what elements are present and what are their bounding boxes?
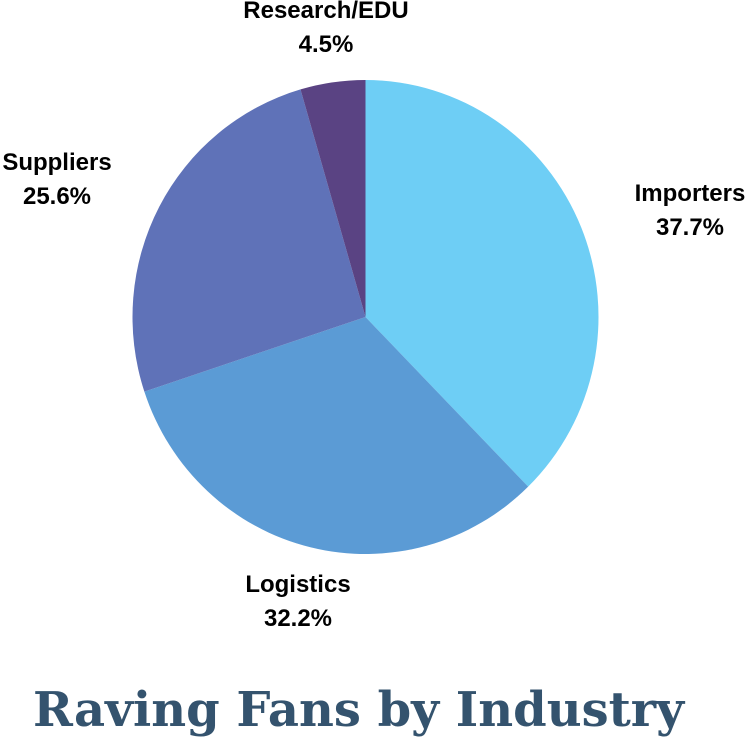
slice-label-importers: Importers 37.7% <box>540 177 752 245</box>
slice-label-research-edu: Research/EDU 4.5% <box>176 0 476 62</box>
pie-slice-research-edu <box>300 80 366 317</box>
pie-slice-logistics <box>144 317 529 555</box>
slice-name: Research/EDU <box>243 0 409 24</box>
slice-name: Suppliers <box>2 149 112 176</box>
pie-slice-suppliers <box>132 89 366 392</box>
slice-name: Logistics <box>245 571 351 598</box>
slice-percent: 32.2% <box>263 605 333 632</box>
slice-name: Importers <box>634 180 746 207</box>
slice-percent: 25.6% <box>22 183 92 210</box>
chart-title: Raving Fans by Industry <box>33 682 684 738</box>
pie-slice-importers <box>365 80 599 487</box>
slice-percent: 4.5% <box>298 31 354 58</box>
slice-label-logistics: Logistics 32.2% <box>148 568 448 636</box>
slice-label-suppliers: Suppliers 25.6% <box>0 146 207 214</box>
slice-percent: 37.7% <box>655 214 725 241</box>
